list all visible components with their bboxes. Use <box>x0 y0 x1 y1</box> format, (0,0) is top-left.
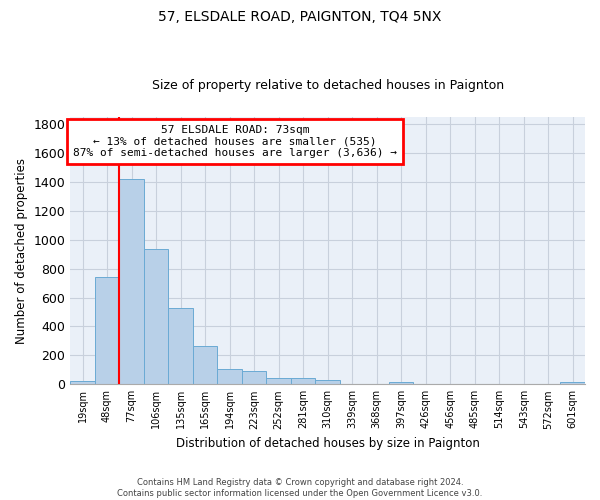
Bar <box>144 248 169 384</box>
X-axis label: Distribution of detached houses by size in Paignton: Distribution of detached houses by size … <box>176 437 479 450</box>
Bar <box>119 179 144 384</box>
Bar <box>389 382 413 384</box>
Text: Contains HM Land Registry data © Crown copyright and database right 2024.
Contai: Contains HM Land Registry data © Crown c… <box>118 478 482 498</box>
Bar <box>95 278 119 384</box>
Bar <box>70 381 95 384</box>
Bar <box>193 346 217 385</box>
Bar <box>316 380 340 384</box>
Bar <box>560 382 585 384</box>
Text: 57 ELSDALE ROAD: 73sqm
← 13% of detached houses are smaller (535)
87% of semi-de: 57 ELSDALE ROAD: 73sqm ← 13% of detached… <box>73 125 397 158</box>
Bar <box>291 378 316 384</box>
Text: 57, ELSDALE ROAD, PAIGNTON, TQ4 5NX: 57, ELSDALE ROAD, PAIGNTON, TQ4 5NX <box>158 10 442 24</box>
Bar <box>217 369 242 384</box>
Bar <box>242 371 266 384</box>
Bar <box>169 308 193 384</box>
Bar <box>266 378 291 384</box>
Y-axis label: Number of detached properties: Number of detached properties <box>15 158 28 344</box>
Title: Size of property relative to detached houses in Paignton: Size of property relative to detached ho… <box>152 79 504 92</box>
